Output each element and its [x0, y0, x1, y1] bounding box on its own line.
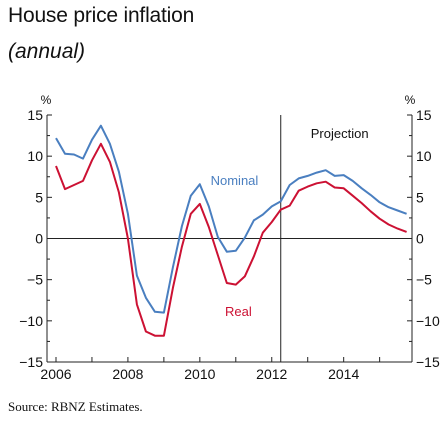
left-y-tick-label: −5: [27, 272, 43, 288]
right-y-tick-label: −5: [416, 272, 432, 288]
left-y-tick-label: 0: [35, 231, 43, 247]
source-note: Source: RBNZ Estimates.: [8, 399, 143, 414]
real-series-line: [55, 142, 407, 337]
right-y-tick-label: 15: [416, 107, 432, 123]
left-y-tick-label: −10: [19, 313, 43, 329]
x-tick-label: 2006: [40, 366, 71, 382]
annotations: Projection Nominal Real: [211, 126, 369, 319]
real-series-label: Real: [225, 304, 252, 319]
nominal-series-line: [55, 124, 407, 314]
line-chart: 15 15 10 10 5 5 0 0 −5 −5 −10 −10 −15 −15% % 2006 2008 20…: [19, 93, 440, 382]
left-y-tick-label: 10: [27, 148, 43, 164]
left-y-tick-label: 15: [27, 107, 43, 123]
right-y-tick-label: −10: [416, 313, 440, 329]
left-y-tick-label: −15: [19, 354, 43, 370]
left-y-tick-label: 5: [35, 189, 43, 205]
nominal-series-label: Nominal: [211, 173, 259, 188]
x-tick-label: 2010: [184, 366, 215, 382]
x-tick-label: 2008: [112, 366, 143, 382]
right-y-tick-label: 0: [416, 231, 424, 247]
series-lines: [55, 124, 407, 337]
x-tick-label: 2014: [328, 366, 359, 382]
chart-title: House price inflation: [8, 4, 195, 27]
chart-subtitle: (annual): [8, 40, 86, 63]
axes: 15 15 10 10 5 5 0 0 −5 −5 −10 −10 −15 −15% % 2006 2008 20…: [19, 93, 440, 382]
x-tick-label: 2012: [256, 366, 287, 382]
left-unit-label: %: [41, 93, 52, 107]
right-unit-label: %: [405, 93, 416, 107]
projection-label: Projection: [311, 126, 369, 141]
right-y-tick-label: 5: [416, 189, 424, 205]
right-y-tick-label: −15: [416, 354, 440, 370]
right-y-tick-label: 10: [416, 148, 432, 164]
